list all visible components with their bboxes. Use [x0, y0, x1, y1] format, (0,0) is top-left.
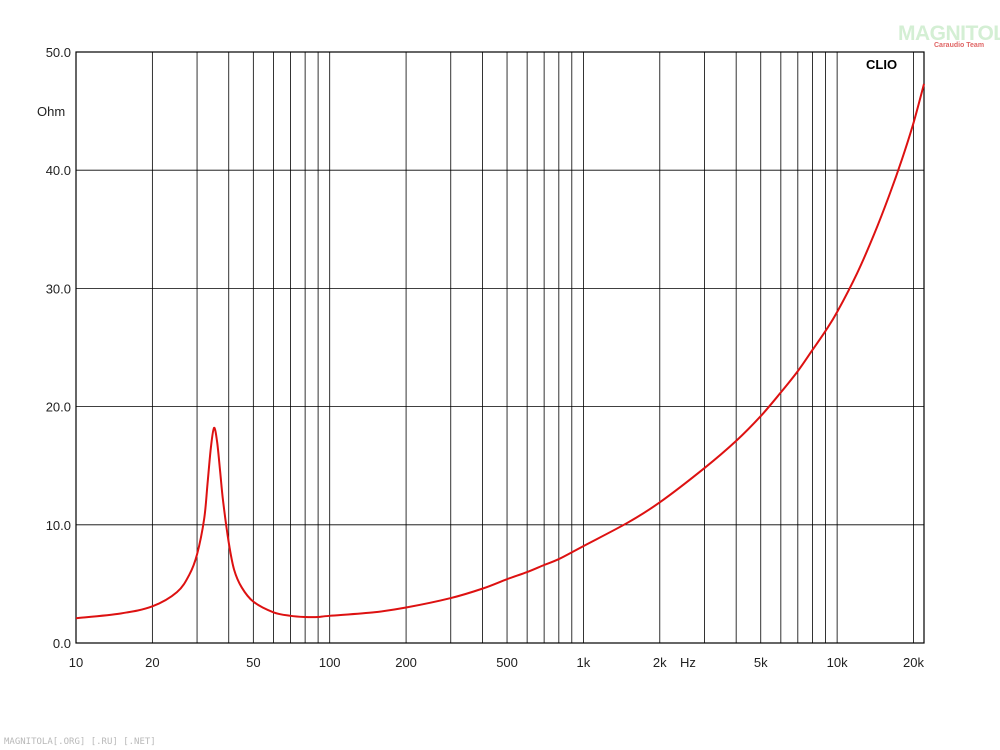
- y-tick-label: 0.0: [53, 636, 71, 651]
- clio-brand-label: CLIO: [866, 57, 897, 72]
- x-tick-label: 5k: [754, 655, 768, 670]
- x-tick-label: 500: [496, 655, 518, 670]
- x-tick-label: 100: [319, 655, 341, 670]
- x-tick-label: 2k: [653, 655, 667, 670]
- plot-frame: [75, 51, 925, 644]
- y-unit-label: Ohm: [37, 104, 65, 119]
- x-tick-label: 200: [395, 655, 417, 670]
- minor-gridlines: [151, 52, 914, 643]
- magnitola-logo: MAGNITOLA Caraudio Team: [898, 22, 1000, 49]
- major-gridlines: [76, 169, 924, 526]
- x-tick-label: 10: [69, 655, 83, 670]
- x-axis-tick-labels: 10 20 50 100 200 500 1k 2k 5k 10k 20k: [69, 655, 925, 670]
- footer-watermark: MAGNITOLA[.ORG] [.RU] [.NET]: [4, 737, 156, 747]
- x-tick-label: 50: [246, 655, 260, 670]
- x-tick-label: 20: [145, 655, 159, 670]
- y-tick-label: 40.0: [46, 163, 71, 178]
- y-tick-label: 30.0: [46, 281, 71, 296]
- y-tick-label: 50.0: [46, 45, 71, 60]
- y-axis-tick-labels: 50.0 40.0 30.0 20.0 10.0 0.0: [46, 45, 71, 651]
- x-unit-label: Hz: [680, 655, 696, 670]
- logo-subtext: Caraudio Team: [934, 42, 984, 49]
- y-tick-label: 10.0: [46, 518, 71, 533]
- x-tick-label: 10k: [827, 655, 848, 670]
- y-tick-label: 20.0: [46, 400, 71, 415]
- logo-text: MAGNITOLA: [898, 22, 1000, 45]
- x-tick-label: 1k: [577, 655, 591, 670]
- impedance-curve: [75, 83, 925, 620]
- x-tick-label: 20k: [903, 655, 924, 670]
